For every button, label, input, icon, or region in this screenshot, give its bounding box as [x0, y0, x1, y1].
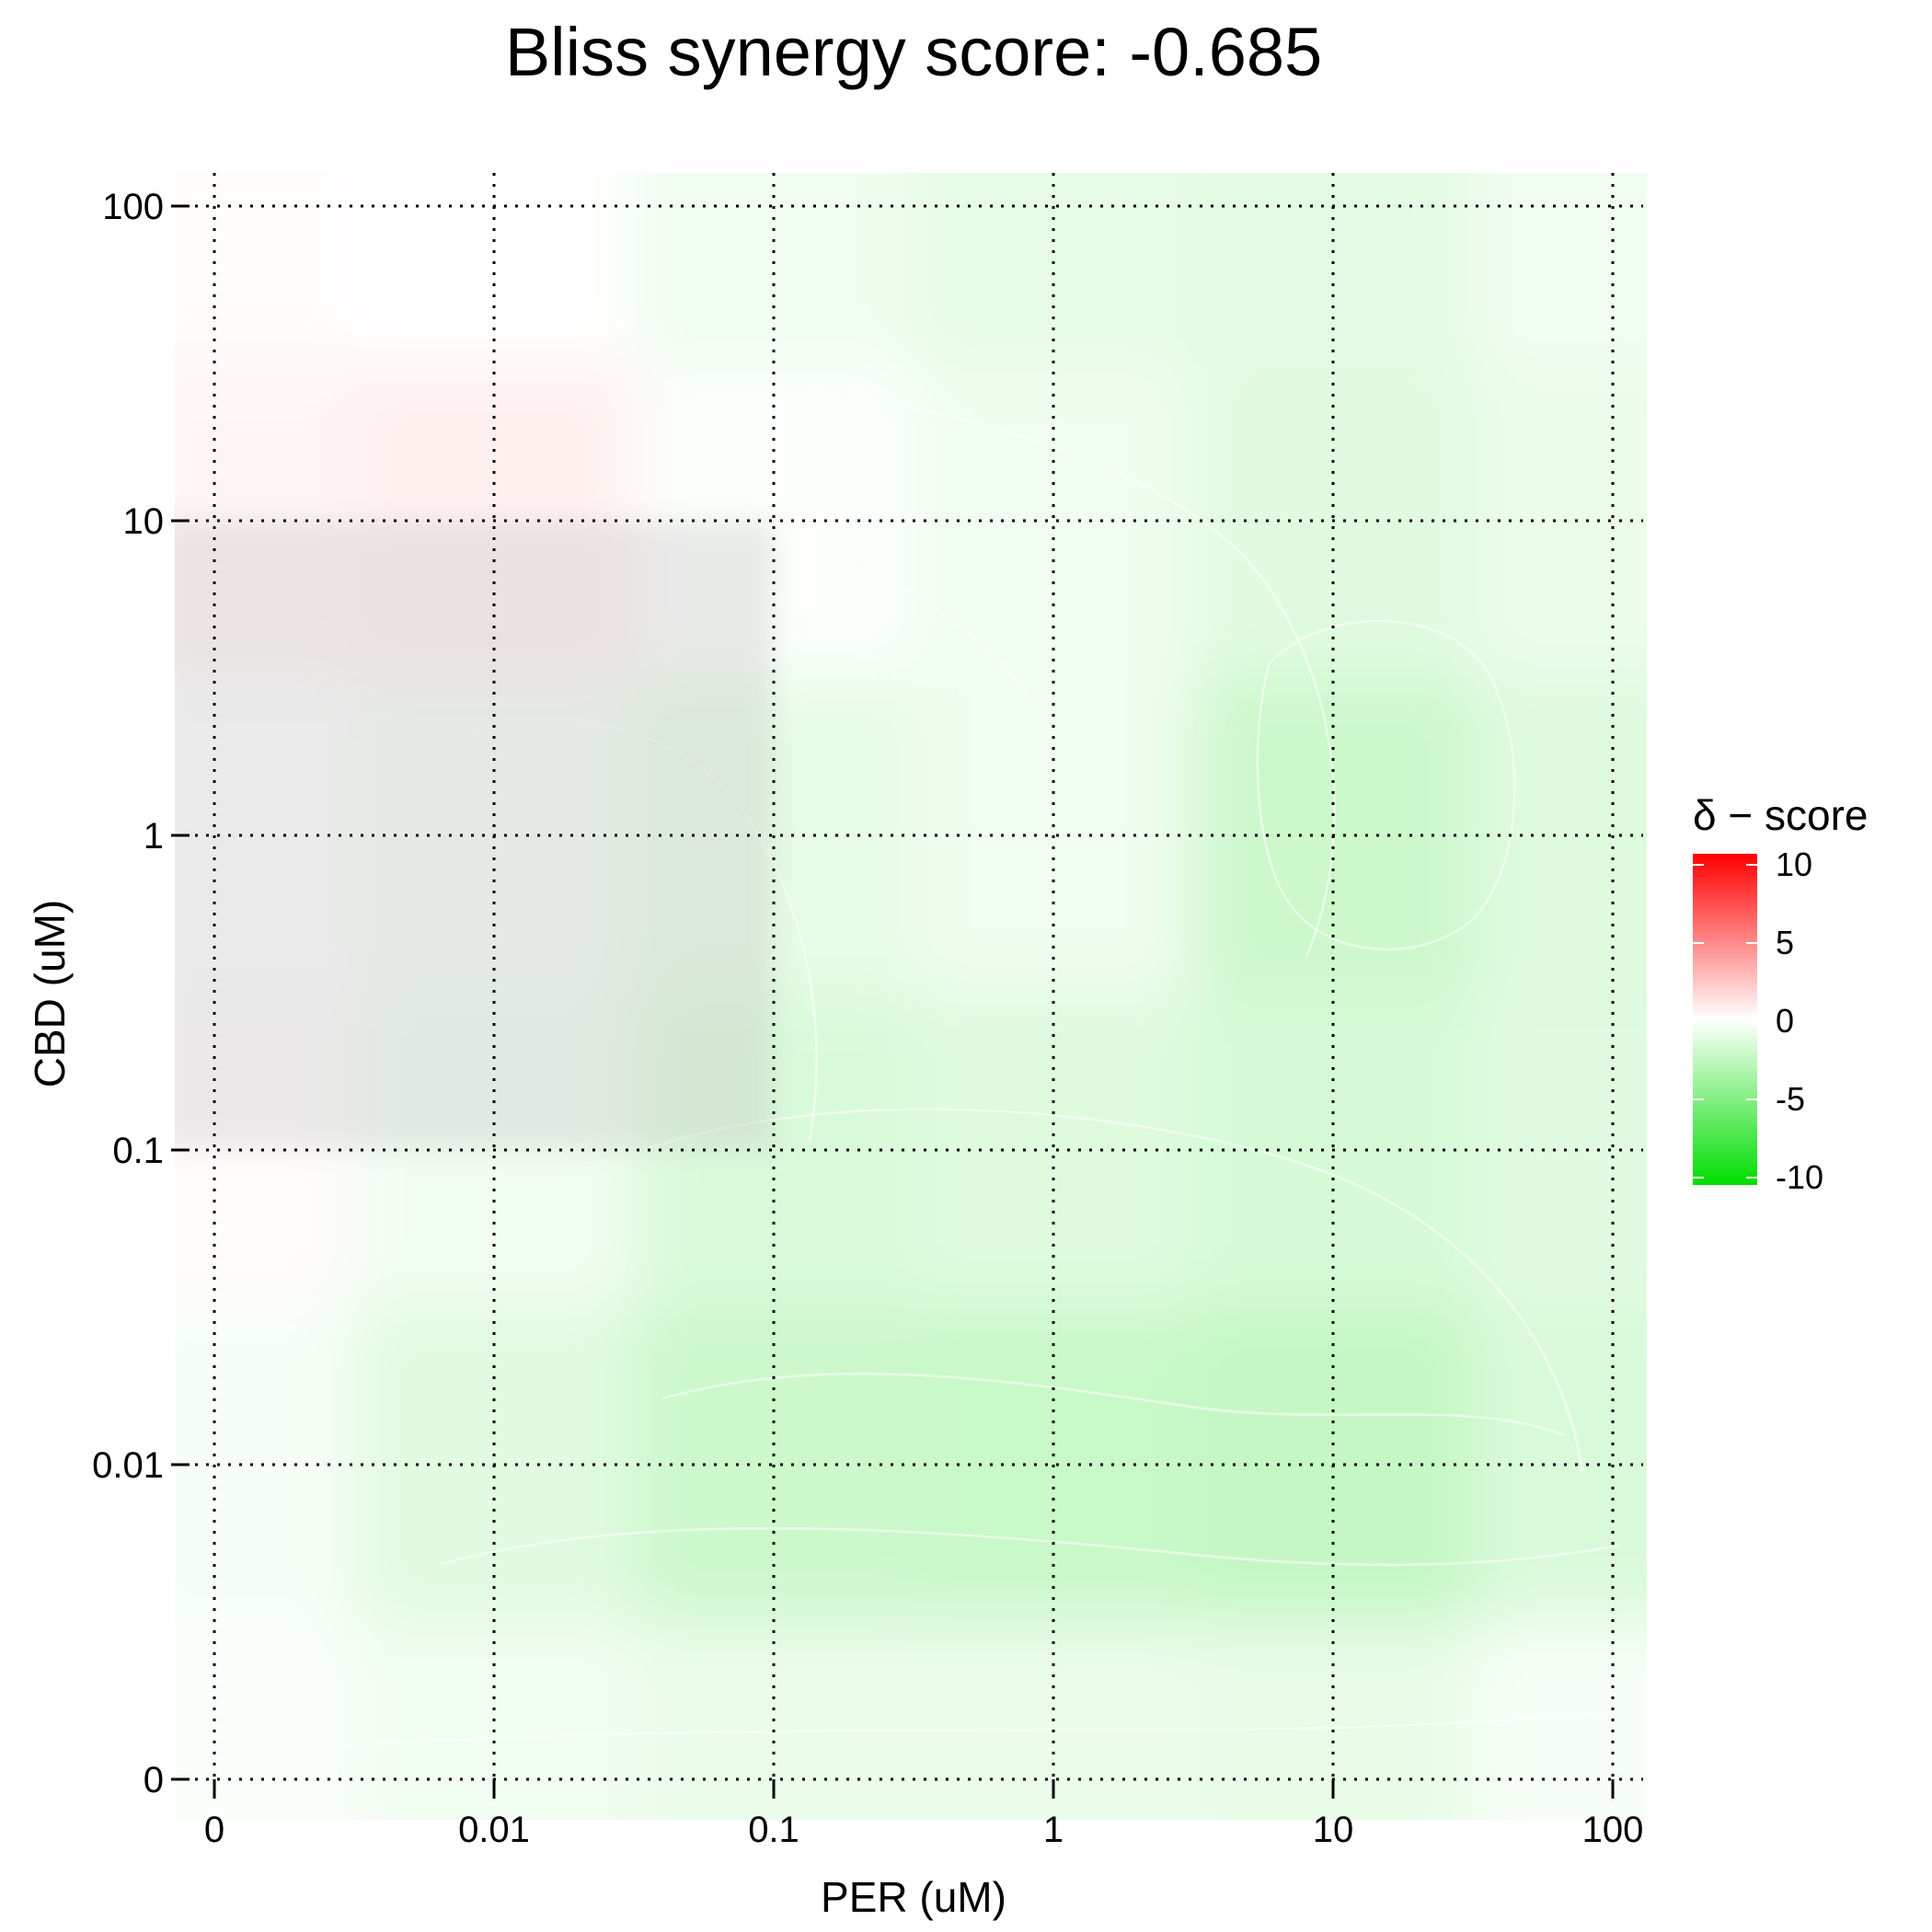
x-tick-label: 1	[1043, 1810, 1064, 1850]
contour-line	[643, 1108, 1584, 1473]
legend-tick-label: -10	[1776, 1158, 1823, 1196]
x-tick-label: 0	[204, 1810, 224, 1850]
heat-cell	[175, 173, 354, 363]
heat-cell	[1193, 173, 1473, 363]
legend-title: δ − score	[1693, 791, 1869, 839]
x-axis: 0 0.01 0.1 1 10 100	[204, 1779, 1644, 1850]
contour-line	[312, 1709, 1620, 1750]
y-axis: 0 0.01 0.1 1 10 100	[92, 187, 190, 1800]
heat-cell	[634, 173, 914, 363]
heat-cell	[354, 173, 634, 363]
heat-cell	[1473, 993, 1647, 1307]
contour-line	[809, 385, 1336, 958]
legend-tick-label: 10	[1776, 845, 1812, 883]
y-axis-title: CBD (uM)	[26, 900, 74, 1087]
heat-cell	[1473, 173, 1647, 363]
legend: δ − score 10 5 0 -5 -10	[1693, 791, 1869, 1196]
heat-cell	[1473, 1307, 1647, 1622]
y-tick-label: 100	[102, 187, 164, 227]
x-tick-label: 10	[1313, 1810, 1354, 1850]
contour-line	[1256, 619, 1516, 951]
heat-cell	[914, 363, 1193, 678]
y-tick-label: 0.01	[92, 1445, 164, 1486]
y-tick-label: 0.1	[112, 1131, 164, 1171]
legend-ticks: 10 5 0 -5 -10	[1693, 845, 1823, 1196]
x-tick-label: 0.01	[458, 1810, 530, 1850]
y-tick-label: 10	[123, 501, 165, 542]
contour-line	[827, 550, 1032, 700]
heat-cell	[175, 1307, 354, 1622]
legend-tick-label: 5	[1776, 924, 1794, 961]
heat-cell	[1473, 678, 1647, 993]
heat-cell	[175, 1622, 354, 1820]
x-tick-label: 0.1	[748, 1810, 799, 1850]
chart-title: Bliss synergy score: -0.685	[505, 14, 1322, 90]
x-tick-label: 100	[1582, 1810, 1644, 1850]
heat-cell	[914, 173, 1193, 363]
contour-line	[441, 1526, 1620, 1567]
y-tick-label: 0	[144, 1760, 164, 1800]
grid	[184, 173, 1643, 1805]
y-tick-label: 1	[144, 816, 164, 857]
contour-lines	[312, 385, 1620, 1750]
heat-cell	[1473, 363, 1647, 678]
x-axis-title: PER (uM)	[821, 1873, 1006, 1921]
heat-cell	[914, 993, 1193, 1307]
contour-line	[661, 1373, 1565, 1437]
legend-tick-label: -5	[1776, 1080, 1805, 1118]
legend-colorbar	[1693, 854, 1757, 1185]
legend-tick-label: 0	[1776, 1002, 1794, 1040]
